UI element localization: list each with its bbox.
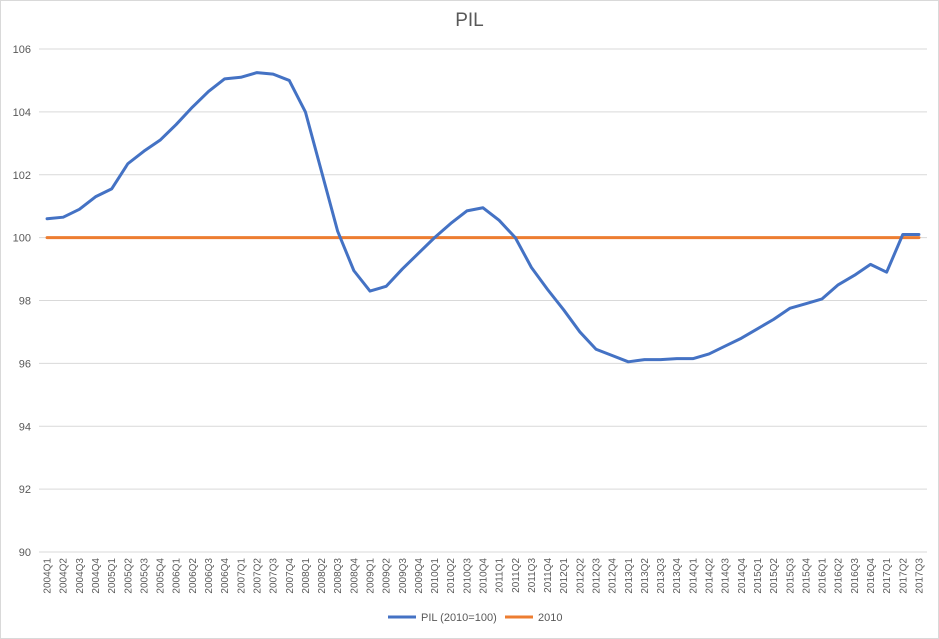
x-tick-label: 2005Q4	[156, 558, 167, 594]
legend-label: 2010	[538, 612, 562, 624]
y-axis-ticks: 90 92 94 96 98 100 102 104 106	[13, 44, 31, 559]
y-tick-label: 100	[13, 233, 31, 245]
x-tick-label: 2008Q2	[317, 558, 328, 594]
x-tick-label: 2009Q2	[382, 558, 393, 594]
x-tick-label: 2012Q4	[608, 558, 619, 594]
x-tick-label: 2004Q1	[43, 558, 54, 594]
x-tick-label: 2007Q1	[236, 558, 247, 594]
x-tick-label: 2017Q1	[882, 558, 893, 594]
x-tick-label: 2008Q4	[349, 558, 360, 594]
chart-title: PIL	[455, 10, 484, 31]
x-tick-label: 2009Q3	[398, 558, 409, 594]
x-tick-label: 2009Q1	[365, 558, 376, 594]
y-tick-label: 94	[19, 421, 31, 433]
x-tick-label: 2010Q4	[479, 558, 490, 594]
x-tick-label: 2011Q2	[511, 558, 522, 593]
x-tick-label: 2016Q3	[850, 558, 861, 594]
legend-label: PIL (2010=100)	[421, 612, 497, 624]
x-tick-label: 2004Q4	[91, 558, 102, 594]
y-tick-label: 90	[19, 547, 31, 559]
x-tick-label: 2007Q3	[269, 558, 280, 594]
x-tick-label: 2014Q1	[688, 558, 699, 594]
x-axis-ticks: 2004Q1 2004Q2 2004Q3 2004Q4 2005Q1 2005Q2 2005…	[43, 558, 926, 594]
x-tick-label: 2012Q1	[559, 558, 570, 594]
x-tick-label: 2017Q2	[898, 558, 909, 594]
x-tick-label: 2012Q2	[575, 558, 586, 594]
x-tick-label: 2010Q1	[430, 558, 441, 594]
x-tick-label: 2010Q2	[446, 558, 457, 594]
x-tick-label: 2009Q4	[414, 558, 425, 594]
x-tick-label: 2012Q3	[592, 558, 603, 594]
x-tick-label: 2016Q4	[866, 558, 877, 594]
x-tick-label: 2016Q2	[834, 558, 845, 594]
x-tick-label: 2004Q3	[75, 558, 86, 594]
x-tick-label: 2015Q4	[801, 558, 812, 594]
x-tick-label: 2007Q2	[252, 558, 263, 594]
series-line-pil	[45, 71, 921, 364]
x-tick-label: 2015Q1	[753, 558, 764, 594]
x-tick-label: 2007Q4	[285, 558, 296, 594]
x-tick-label: 2004Q2	[59, 558, 70, 594]
x-tick-label: 2006Q3	[204, 558, 215, 594]
x-tick-label: 2017Q3	[914, 558, 925, 594]
y-tick-label: 102	[13, 170, 31, 182]
x-tick-label: 2014Q4	[737, 558, 748, 594]
x-tick-label: 2013Q1	[624, 558, 635, 594]
y-tick-label: 92	[19, 484, 31, 496]
x-tick-label: 2010Q3	[462, 558, 473, 594]
x-tick-label: 2006Q4	[220, 558, 231, 594]
x-tick-label: 2013Q4	[672, 558, 683, 594]
y-tick-label: 96	[19, 358, 31, 370]
x-tick-label: 2014Q2	[705, 558, 716, 594]
gridlines	[39, 48, 927, 553]
x-tick-label: 2005Q1	[107, 558, 118, 594]
x-tick-label: 2015Q2	[769, 558, 780, 594]
x-tick-label: 2011Q3	[527, 558, 538, 593]
x-tick-label: 2006Q1	[172, 558, 183, 594]
y-tick-label: 104	[13, 107, 31, 119]
series-lines	[45, 71, 921, 364]
x-tick-label: 2008Q1	[301, 558, 312, 594]
x-tick-label: 2008Q3	[333, 558, 344, 594]
legend: PIL (2010=100) 2010	[388, 612, 562, 624]
x-tick-label: 2013Q3	[656, 558, 667, 594]
x-tick-label: 2011Q4	[543, 558, 554, 593]
x-tick-label: 2013Q2	[640, 558, 651, 594]
y-tick-label: 106	[13, 44, 31, 56]
x-tick-label: 2011Q1	[495, 558, 506, 593]
x-tick-label: 2006Q2	[188, 558, 199, 594]
y-tick-label: 98	[19, 296, 31, 308]
x-tick-label: 2014Q3	[721, 558, 732, 594]
x-tick-label: 2016Q1	[818, 558, 829, 594]
x-tick-label: 2015Q3	[785, 558, 796, 594]
x-tick-label: 2005Q2	[123, 558, 134, 594]
x-tick-label: 2005Q3	[139, 558, 150, 594]
